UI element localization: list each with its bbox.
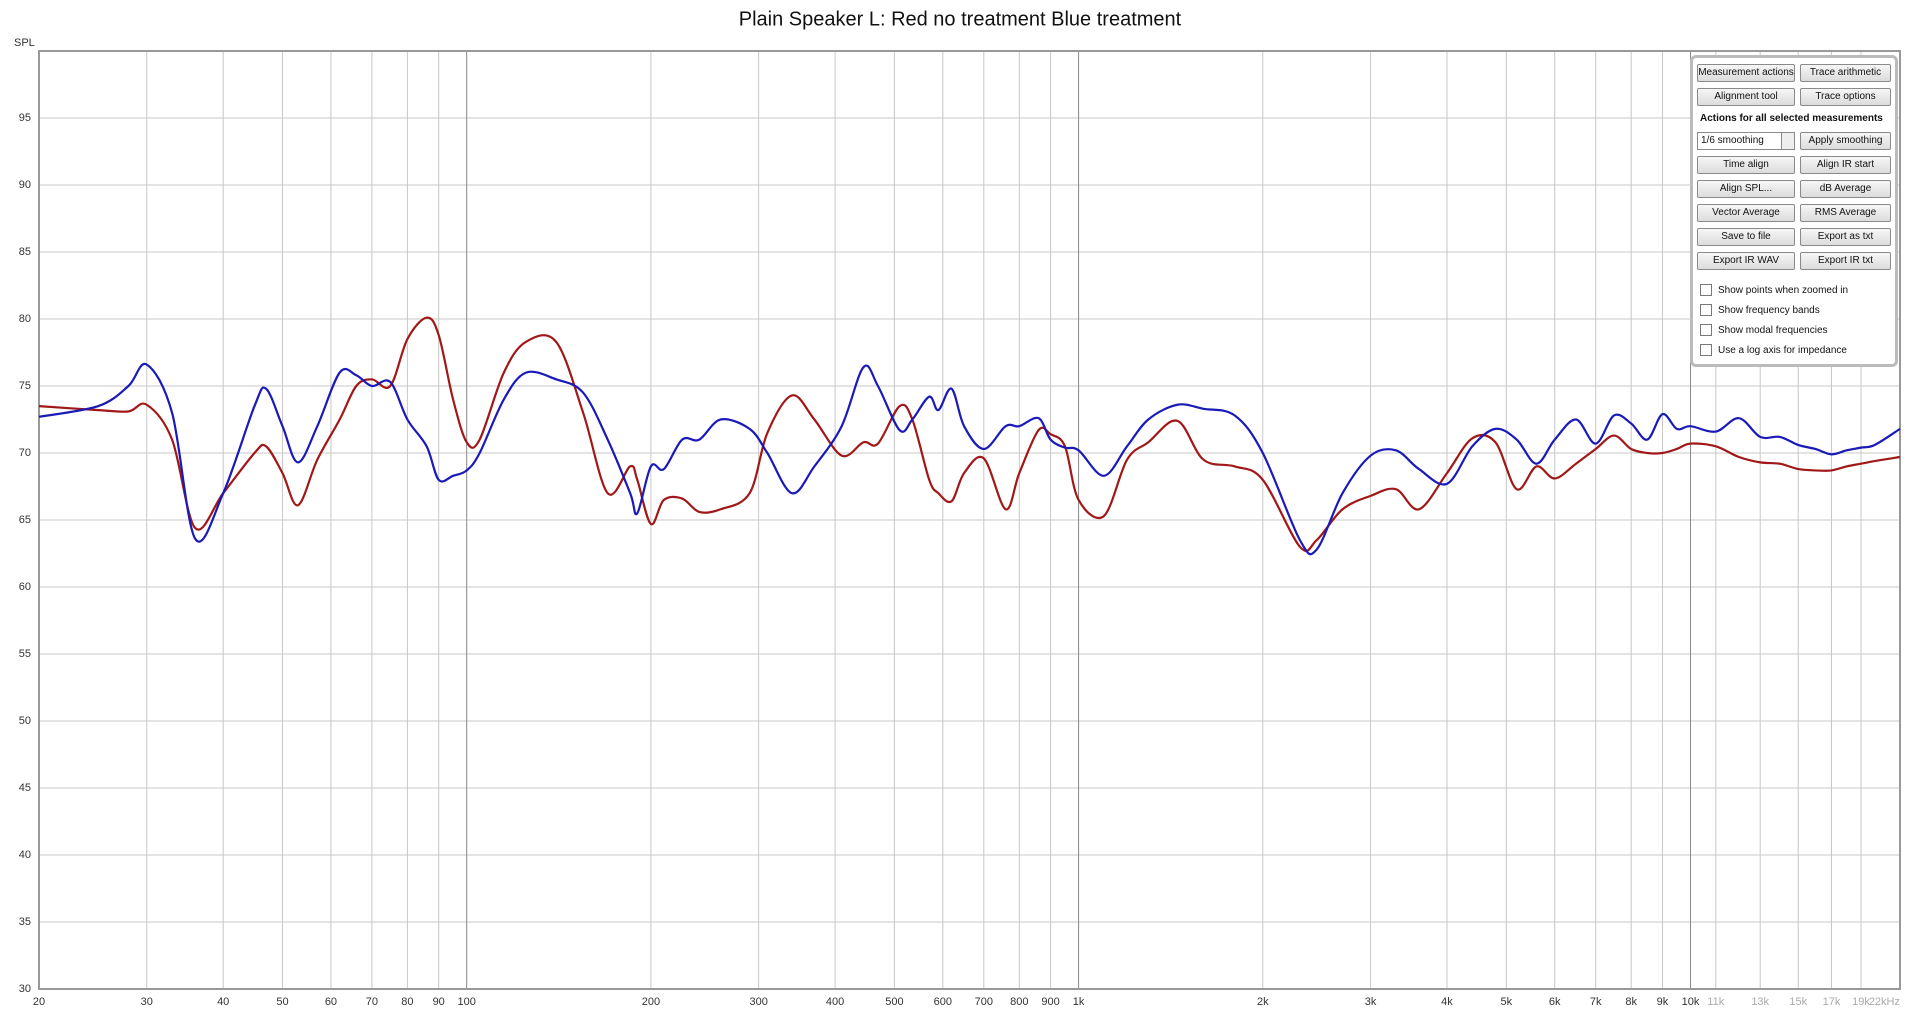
button[interactable]: Alignment tool bbox=[1697, 88, 1795, 106]
x-tick-label: 40 bbox=[217, 996, 229, 1008]
x-tick-label: 70 bbox=[366, 996, 378, 1008]
x-tick-label: 17k bbox=[1823, 996, 1841, 1008]
button[interactable]: Trace options bbox=[1800, 88, 1891, 106]
button[interactable]: Export IR WAV bbox=[1697, 252, 1795, 270]
checkbox-box[interactable] bbox=[1700, 344, 1712, 357]
x-tick-label: 9k bbox=[1657, 996, 1669, 1008]
control-panel: Measurement actions Trace arithmetic Align… bbox=[1690, 55, 1898, 367]
x-tick-label: 700 bbox=[975, 996, 993, 1008]
checkbox[interactable]: Show points when zoomed in bbox=[1700, 284, 1848, 298]
y-axis-label: SPL bbox=[14, 37, 35, 49]
x-tick-label: 800 bbox=[1010, 996, 1028, 1008]
button[interactable]: Save to file bbox=[1697, 228, 1795, 246]
line-series bbox=[38, 316, 1901, 552]
x-tick-label: 60 bbox=[325, 996, 337, 1008]
checkbox-box[interactable] bbox=[1700, 304, 1712, 317]
checkbox-label: Show points when zoomed in bbox=[1718, 285, 1849, 296]
button[interactable]: Measurement actions bbox=[1697, 64, 1795, 82]
button[interactable]: Export IR txt bbox=[1800, 252, 1891, 270]
x-tick-label: 8k bbox=[1625, 996, 1637, 1008]
smoothing-select[interactable]: 1/6 smoothing bbox=[1697, 132, 1795, 150]
y-tick-label: 80 bbox=[19, 313, 31, 325]
x-tick-label: 50 bbox=[276, 996, 288, 1008]
checkbox[interactable]: Use a log axis for impedance bbox=[1700, 344, 1847, 358]
x-tick-label: 11k bbox=[1707, 996, 1724, 1008]
x-tick-label: 600 bbox=[934, 996, 952, 1008]
x-tick-label: 6k bbox=[1549, 996, 1561, 1008]
y-tick-label: 95 bbox=[19, 112, 31, 124]
button[interactable]: dB Average bbox=[1800, 180, 1891, 198]
x-tick-label: 20 bbox=[33, 996, 45, 1008]
x-tick-label: 7k bbox=[1590, 996, 1602, 1008]
x-tick-label: 15k bbox=[1789, 996, 1807, 1008]
x-tick-label: 10k bbox=[1682, 996, 1700, 1008]
button[interactable]: Export as txt bbox=[1800, 228, 1891, 246]
button[interactable]: Align IR start bbox=[1800, 156, 1891, 174]
y-tick-label: 65 bbox=[19, 514, 31, 526]
button[interactable]: RMS Average bbox=[1800, 204, 1891, 222]
y-tick-label: 30 bbox=[19, 983, 31, 995]
y-tick-label: 70 bbox=[19, 447, 31, 459]
x-tick-label: 4k bbox=[1441, 996, 1453, 1008]
button[interactable]: Trace arithmetic bbox=[1800, 64, 1891, 82]
x-tick-label: 5k bbox=[1500, 996, 1512, 1008]
checkbox[interactable]: Show frequency bands bbox=[1700, 304, 1820, 318]
chart-title: Plain Speaker L: Red no treatment Blue t… bbox=[739, 8, 1182, 30]
checkbox-label: Show frequency bands bbox=[1718, 305, 1820, 316]
x-tick-label: 100 bbox=[458, 996, 476, 1008]
y-tick-label: 45 bbox=[19, 782, 31, 794]
x-tick-label: 500 bbox=[885, 996, 903, 1008]
y-tick-label: 35 bbox=[19, 916, 31, 928]
x-tick-label: 19k bbox=[1852, 996, 1870, 1008]
y-tick-label: 50 bbox=[19, 715, 31, 727]
x-tick-label: 1k bbox=[1073, 996, 1085, 1008]
y-tick-label: 40 bbox=[19, 849, 31, 861]
checkbox-box[interactable] bbox=[1700, 324, 1712, 337]
y-tick-label: 60 bbox=[19, 581, 31, 593]
section-title: Actions for all selected measurements bbox=[1700, 113, 1883, 124]
y-tick-label: 90 bbox=[19, 179, 31, 191]
x-tick-label: 30 bbox=[141, 996, 153, 1008]
checkbox[interactable]: Show modal frequencies bbox=[1700, 324, 1828, 338]
x-tick-label: 200 bbox=[642, 996, 660, 1008]
x-tick-label: 3k bbox=[1365, 996, 1377, 1008]
x-tick-label: 900 bbox=[1041, 996, 1059, 1008]
checkbox-label: Use a log axis for impedance bbox=[1718, 345, 1847, 356]
checkbox-label: Show modal frequencies bbox=[1718, 325, 1828, 336]
x-tick-label: 22kHz bbox=[1869, 996, 1900, 1008]
x-tick-label: 90 bbox=[433, 996, 445, 1008]
y-tick-label: 55 bbox=[19, 648, 31, 660]
x-tick-label: 300 bbox=[749, 996, 767, 1008]
button[interactable]: Align SPL... bbox=[1697, 180, 1795, 198]
x-tick-label: 2k bbox=[1257, 996, 1269, 1008]
y-tick-label: 85 bbox=[19, 246, 31, 258]
button[interactable]: Apply smoothing bbox=[1800, 132, 1891, 150]
checkbox-box[interactable] bbox=[1700, 284, 1712, 297]
button[interactable]: Vector Average bbox=[1697, 204, 1795, 222]
x-tick-label: 400 bbox=[826, 996, 844, 1008]
line-series bbox=[38, 362, 1901, 556]
button[interactable]: Time align bbox=[1697, 156, 1795, 174]
y-tick-label: 75 bbox=[19, 380, 31, 392]
plot-border bbox=[38, 50, 1901, 990]
x-tick-label: 13k bbox=[1751, 996, 1769, 1008]
x-tick-label: 80 bbox=[401, 996, 413, 1008]
